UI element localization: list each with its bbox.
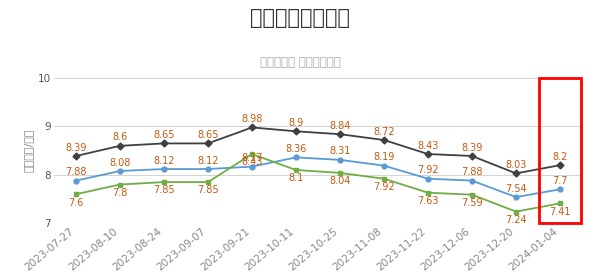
Text: 7.54: 7.54 xyxy=(505,184,527,194)
Text: 7.92: 7.92 xyxy=(373,182,395,192)
Text: 7.85: 7.85 xyxy=(197,186,219,196)
Text: 8.98: 8.98 xyxy=(241,114,263,124)
Text: 7.6: 7.6 xyxy=(68,198,83,208)
Text: 7.88: 7.88 xyxy=(461,167,483,177)
Text: 8.39: 8.39 xyxy=(65,143,86,153)
Text: 8.39: 8.39 xyxy=(461,143,482,153)
Text: 8.9: 8.9 xyxy=(289,118,304,128)
Text: 北京市历史油价表: 北京市历史油价表 xyxy=(250,8,350,28)
Text: 7.85: 7.85 xyxy=(153,186,175,196)
Text: 8.31: 8.31 xyxy=(329,146,350,157)
Text: 8.03: 8.03 xyxy=(505,160,527,170)
Text: 7.63: 7.63 xyxy=(417,196,439,206)
Text: 7.92: 7.92 xyxy=(417,165,439,175)
Text: 8.6: 8.6 xyxy=(112,133,128,143)
Y-axis label: 油价（元/升）: 油价（元/升） xyxy=(24,129,34,172)
Text: 8.72: 8.72 xyxy=(373,127,395,137)
Text: 7.59: 7.59 xyxy=(461,198,483,208)
Text: 7.8: 7.8 xyxy=(112,188,128,198)
Text: 8.17: 8.17 xyxy=(241,153,263,163)
Bar xyxy=(539,78,581,223)
Text: 8.08: 8.08 xyxy=(109,158,131,168)
Text: 8.65: 8.65 xyxy=(197,130,219,140)
Text: 8.65: 8.65 xyxy=(153,130,175,140)
Text: 7.24: 7.24 xyxy=(505,215,527,225)
Text: 7.7: 7.7 xyxy=(552,176,568,186)
Text: 8.2: 8.2 xyxy=(553,152,568,162)
Text: 7.88: 7.88 xyxy=(65,167,87,177)
Text: 8.1: 8.1 xyxy=(289,173,304,183)
Text: 8.36: 8.36 xyxy=(286,144,307,154)
Text: 数据来源： 今日油价查看: 数据来源： 今日油价查看 xyxy=(260,56,340,69)
Text: 7.41: 7.41 xyxy=(549,207,571,217)
Text: 8.04: 8.04 xyxy=(329,176,350,186)
Text: 8.12: 8.12 xyxy=(197,156,219,166)
Text: 8.43: 8.43 xyxy=(418,141,439,151)
Text: 8.43: 8.43 xyxy=(241,157,263,167)
Text: 8.12: 8.12 xyxy=(153,156,175,166)
Text: 8.84: 8.84 xyxy=(329,121,350,131)
Text: 8.19: 8.19 xyxy=(373,152,395,162)
